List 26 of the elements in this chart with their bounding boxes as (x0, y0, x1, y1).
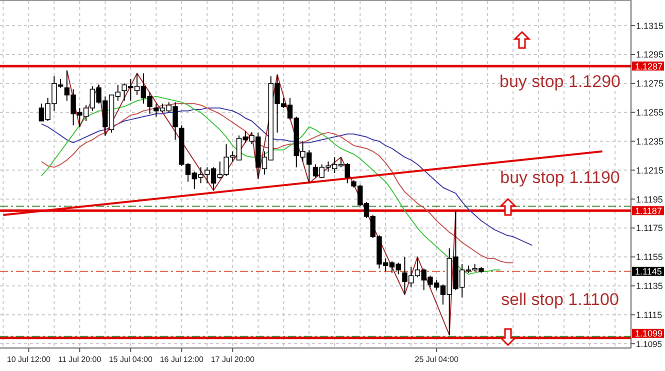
ref-line-label: 1.1187 (635, 206, 662, 216)
x-tick-label: 17 Jul 20:00 (210, 355, 255, 364)
line-series (66, 70, 456, 336)
ref-line-label: 1.1287 (635, 61, 663, 72)
y-tick-label: 1.1155 (636, 252, 663, 262)
y-tick-label: 1.1315 (636, 20, 664, 31)
ref-line-label: 1.1099 (635, 328, 663, 339)
y-tick-label: 1.1275 (636, 78, 664, 89)
y-tick-label: 1.1215 (636, 165, 664, 176)
annotation: buy stop 1.1190 (500, 168, 620, 187)
y-tick-label: 1.1295 (636, 50, 664, 60)
x-tick-label: 15 Jul 04:00 (108, 355, 154, 364)
y-tick-label: 1.1235 (636, 136, 664, 146)
y-tick-label: 1.1115 (636, 310, 662, 320)
x-tick-label: 10 Jul 12:00 (6, 355, 52, 364)
y-tick-label: 1.1255 (636, 108, 664, 118)
x-tick-label: 25 Jul 04:00 (414, 355, 459, 364)
x-tick-label: 16 Jul 12:00 (160, 355, 204, 364)
annotation: sell stop 1.1100 (501, 290, 619, 309)
ref-line-label: 1.1145 (635, 266, 662, 277)
y-tick-label: 1.1095 (636, 338, 662, 349)
annotation: buy stop 1.1290 (500, 72, 620, 91)
y-tick-label: 1.1135 (636, 281, 663, 292)
y-tick-label: 1.1195 (636, 194, 663, 204)
x-tick-label: 11 Jul 20:00 (58, 355, 102, 364)
y-tick-label: 1.1175 (636, 223, 663, 234)
